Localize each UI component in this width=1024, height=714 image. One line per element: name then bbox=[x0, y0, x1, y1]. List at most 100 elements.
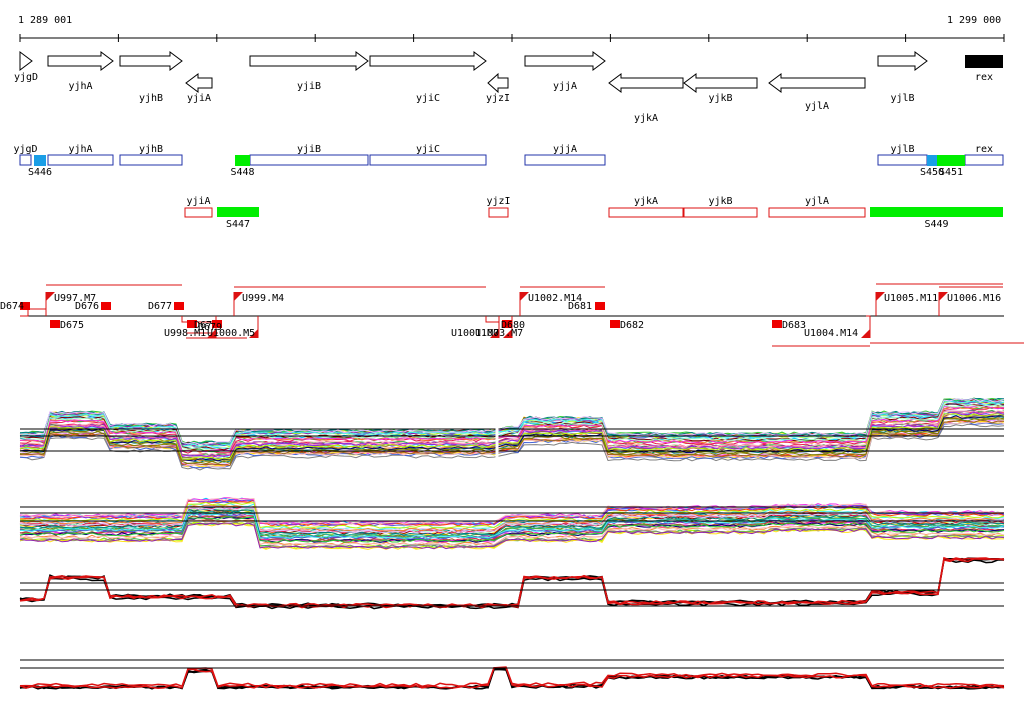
segment-S447[interactable]: S447 bbox=[217, 207, 259, 230]
segment-bar[interactable] bbox=[217, 207, 259, 217]
upshift-U997.M7[interactable]: U997.M7 bbox=[45, 292, 96, 316]
gene-arrow[interactable] bbox=[369, 51, 487, 71]
upshift-marker[interactable] bbox=[207, 329, 216, 338]
downshift-marker[interactable] bbox=[610, 320, 620, 328]
upshift-marker[interactable] bbox=[490, 329, 499, 338]
downshift-D680[interactable]: D680 bbox=[501, 320, 525, 331]
operon-box[interactable] bbox=[608, 207, 684, 218]
operon-minus-yjkB[interactable]: yjkB bbox=[683, 196, 758, 218]
gene-arrow[interactable] bbox=[249, 51, 369, 71]
operon-box[interactable] bbox=[369, 154, 487, 166]
operon-box[interactable] bbox=[964, 154, 1004, 166]
gene-yjkA[interactable]: yjkA bbox=[608, 73, 684, 124]
downshift-marker[interactable] bbox=[502, 320, 512, 328]
downshift-marker[interactable] bbox=[187, 320, 197, 328]
gene-arrow[interactable] bbox=[683, 73, 758, 93]
operon-box[interactable] bbox=[47, 154, 114, 166]
operon-minus-yjzI[interactable]: yjzI bbox=[486, 196, 511, 218]
gene-yjiA[interactable]: yjiA bbox=[185, 73, 213, 104]
upshift-marker[interactable] bbox=[520, 292, 529, 301]
gene-yjgD[interactable]: yjgD bbox=[14, 51, 38, 83]
downshift-marker[interactable] bbox=[772, 320, 782, 328]
gene-arrow[interactable] bbox=[768, 73, 866, 93]
operon-plus-yjlB[interactable]: yjlB bbox=[877, 144, 928, 166]
operon-box[interactable] bbox=[19, 154, 32, 166]
downshift-D678[interactable]: D678 bbox=[187, 320, 218, 331]
operon-minus-yjiA[interactable]: yjiA bbox=[184, 196, 213, 218]
segment-S450[interactable]: S450 bbox=[920, 155, 944, 178]
segment-S446[interactable]: S446 bbox=[28, 155, 52, 178]
downshift-D675[interactable]: D675 bbox=[50, 320, 84, 331]
downshift-D676[interactable]: D676 bbox=[75, 301, 111, 312]
operon-box[interactable] bbox=[184, 207, 213, 218]
operon-minus-yjlA[interactable]: yjlA bbox=[768, 196, 866, 218]
downshift-D679[interactable]: D679 bbox=[198, 320, 222, 333]
segment-bar[interactable] bbox=[870, 207, 1003, 217]
upshift-minus-U1000.M5[interactable]: U1000.M5 bbox=[207, 316, 259, 339]
gene-yjjA[interactable]: yjjA bbox=[524, 51, 606, 92]
operon-box[interactable] bbox=[249, 154, 369, 166]
gene-block[interactable] bbox=[965, 55, 1003, 68]
gene-arrow[interactable] bbox=[877, 51, 928, 71]
gene-yjlB[interactable]: yjlB bbox=[877, 51, 928, 104]
operon-plus-yjgD[interactable]: yjgD bbox=[13, 144, 38, 166]
downshift-marker[interactable] bbox=[595, 302, 605, 310]
gene-yjzI[interactable]: yjzI bbox=[486, 72, 510, 104]
segment-S449[interactable]: S449 bbox=[870, 207, 1003, 230]
upshift-marker[interactable] bbox=[234, 292, 243, 301]
operon-plus-yjiB[interactable]: yjiB bbox=[249, 144, 369, 166]
gene-arrow[interactable] bbox=[524, 51, 606, 71]
operon-plus-yjhA[interactable]: yjhA bbox=[47, 144, 114, 166]
operon-box[interactable] bbox=[524, 154, 606, 166]
gene-arrow[interactable] bbox=[119, 51, 183, 71]
downshift-D683[interactable]: D683 bbox=[772, 320, 806, 331]
operon-plus-yjiC[interactable]: yjiC bbox=[369, 144, 487, 166]
gene-arrow[interactable] bbox=[608, 73, 684, 93]
segment-bar[interactable] bbox=[937, 155, 965, 166]
upshift-U1006.M16[interactable]: U1006.M16 bbox=[938, 292, 1001, 316]
upshift-marker[interactable] bbox=[46, 292, 55, 301]
upshift-marker[interactable] bbox=[249, 329, 258, 338]
downshift-marker[interactable] bbox=[174, 302, 184, 310]
operon-plus-yjhB[interactable]: yjhB bbox=[119, 144, 183, 166]
operon-box[interactable] bbox=[877, 154, 928, 166]
gene-arrow[interactable] bbox=[47, 51, 114, 71]
upshift-minus-U1001.M7[interactable]: U1001.M7 bbox=[451, 316, 500, 339]
downshift-marker[interactable] bbox=[50, 320, 60, 328]
upshift-U999.M4[interactable]: U999.M4 bbox=[233, 292, 284, 316]
gene-arrow[interactable] bbox=[487, 72, 509, 94]
upshift-U1002.M14[interactable]: U1002.M14 bbox=[519, 292, 582, 316]
operon-box[interactable] bbox=[683, 207, 758, 218]
segment-S448[interactable]: S448 bbox=[230, 155, 255, 178]
segment-S451[interactable]: S451 bbox=[937, 155, 965, 178]
gene-yjiC[interactable]: yjiC bbox=[369, 51, 487, 104]
gene-yjkB[interactable]: yjkB bbox=[683, 73, 758, 104]
gene-yjhB[interactable]: yjhB bbox=[119, 51, 183, 104]
segment-bar[interactable] bbox=[927, 155, 937, 166]
segment-bar[interactable] bbox=[235, 155, 250, 166]
operon-box[interactable] bbox=[119, 154, 183, 166]
operon-box[interactable] bbox=[768, 207, 866, 218]
upshift-U1005.M11[interactable]: U1005.M11 bbox=[875, 292, 938, 316]
upshift-marker[interactable] bbox=[876, 292, 885, 301]
gene-yjhA[interactable]: yjhA bbox=[47, 51, 114, 92]
downshift-D681[interactable]: D681 bbox=[568, 301, 605, 312]
segment-bar[interactable] bbox=[34, 155, 46, 166]
operon-plus-yjjA[interactable]: yjjA bbox=[524, 144, 606, 166]
gene-arrow[interactable] bbox=[19, 51, 33, 71]
gene-arrow[interactable] bbox=[185, 73, 213, 93]
upshift-marker[interactable] bbox=[939, 292, 948, 301]
downshift-D674[interactable]: D674 bbox=[0, 301, 30, 312]
gene-rex[interactable]: rex bbox=[965, 55, 1003, 83]
operon-box[interactable] bbox=[488, 207, 509, 218]
operon-plus-rex[interactable]: rex bbox=[964, 144, 1004, 166]
downshift-D682[interactable]: D682 bbox=[610, 320, 644, 331]
gene-yjiB[interactable]: yjiB bbox=[249, 51, 369, 92]
operon-minus-yjkA[interactable]: yjkA bbox=[608, 196, 684, 218]
upshift-marker[interactable] bbox=[861, 329, 870, 338]
upshift-minus-U1004.M14[interactable]: U1004.M14 bbox=[804, 316, 871, 339]
downshift-marker[interactable] bbox=[20, 302, 30, 310]
upshift-marker[interactable] bbox=[503, 329, 512, 338]
downshift-marker[interactable] bbox=[212, 320, 222, 328]
downshift-D677[interactable]: D677 bbox=[148, 301, 184, 312]
